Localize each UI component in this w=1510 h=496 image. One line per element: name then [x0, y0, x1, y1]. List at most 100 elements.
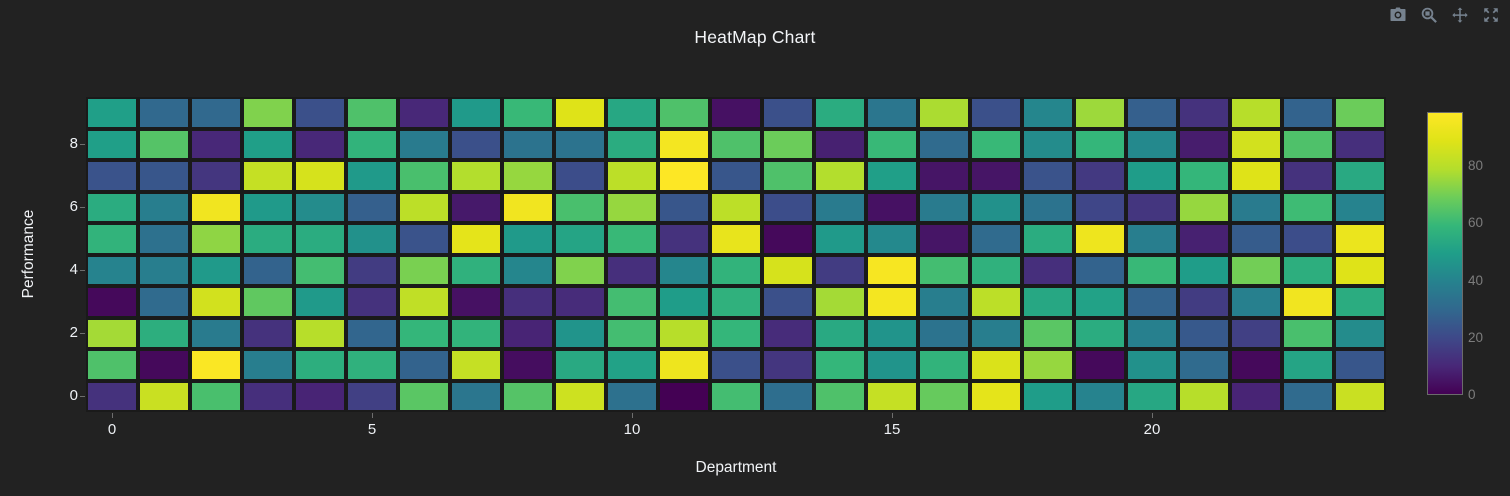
heatmap-cell[interactable]: [712, 382, 760, 410]
heatmap-cell[interactable]: [88, 225, 136, 253]
heatmap-cell[interactable]: [972, 225, 1020, 253]
zoom-button[interactable]: [1416, 4, 1442, 26]
heatmap-cell[interactable]: [972, 130, 1020, 158]
heatmap-cell[interactable]: [1232, 130, 1280, 158]
heatmap-cell[interactable]: [1336, 225, 1384, 253]
heatmap-cell[interactable]: [88, 382, 136, 410]
heatmap-cell[interactable]: [712, 193, 760, 221]
heatmap-cell[interactable]: [296, 225, 344, 253]
heatmap-cell[interactable]: [608, 162, 656, 190]
heatmap-cell[interactable]: [764, 256, 812, 284]
heatmap-cell[interactable]: [868, 256, 916, 284]
heatmap-cell[interactable]: [920, 225, 968, 253]
heatmap-cell[interactable]: [140, 288, 188, 316]
heatmap-cell[interactable]: [140, 99, 188, 127]
heatmap-cell[interactable]: [1284, 130, 1332, 158]
heatmap-cell[interactable]: [244, 256, 292, 284]
heatmap-cell[interactable]: [400, 319, 448, 347]
heatmap-cell[interactable]: [1076, 162, 1124, 190]
heatmap-cell[interactable]: [1284, 225, 1332, 253]
heatmap-cell[interactable]: [608, 319, 656, 347]
heatmap-cell[interactable]: [920, 256, 968, 284]
heatmap-cell[interactable]: [1232, 256, 1280, 284]
heatmap-cell[interactable]: [1232, 288, 1280, 316]
heatmap-cell[interactable]: [348, 99, 396, 127]
heatmap-cell[interactable]: [1024, 99, 1072, 127]
heatmap-cell[interactable]: [972, 288, 1020, 316]
heatmap-cell[interactable]: [972, 193, 1020, 221]
heatmap-cell[interactable]: [140, 130, 188, 158]
heatmap-cell[interactable]: [244, 162, 292, 190]
heatmap-cell[interactable]: [608, 351, 656, 379]
heatmap-cell[interactable]: [1128, 162, 1176, 190]
heatmap-cell[interactable]: [244, 382, 292, 410]
heatmap-cell[interactable]: [556, 130, 604, 158]
heatmap-cell[interactable]: [452, 288, 500, 316]
heatmap-cell[interactable]: [1128, 193, 1176, 221]
heatmap-cell[interactable]: [88, 193, 136, 221]
heatmap-cell[interactable]: [192, 225, 240, 253]
heatmap-cell[interactable]: [1232, 351, 1280, 379]
heatmap-cell[interactable]: [868, 382, 916, 410]
heatmap-cell[interactable]: [1284, 162, 1332, 190]
heatmap-cell[interactable]: [972, 382, 1020, 410]
heatmap-cell[interactable]: [556, 382, 604, 410]
heatmap-cell[interactable]: [764, 351, 812, 379]
heatmap-cell[interactable]: [400, 351, 448, 379]
heatmap-cell[interactable]: [1128, 288, 1176, 316]
heatmap-cell[interactable]: [764, 193, 812, 221]
heatmap-cell[interactable]: [712, 225, 760, 253]
heatmap-cell[interactable]: [1336, 193, 1384, 221]
heatmap-cell[interactable]: [556, 225, 604, 253]
heatmap-cell[interactable]: [1284, 99, 1332, 127]
heatmap-cell[interactable]: [1128, 382, 1176, 410]
heatmap-cell[interactable]: [1180, 288, 1228, 316]
heatmap-cell[interactable]: [868, 99, 916, 127]
heatmap-cell[interactable]: [1180, 319, 1228, 347]
heatmap-cell[interactable]: [244, 99, 292, 127]
heatmap-cell[interactable]: [88, 99, 136, 127]
heatmap-cell[interactable]: [816, 162, 864, 190]
pan-button[interactable]: [1447, 4, 1473, 26]
heatmap-cell[interactable]: [660, 351, 708, 379]
heatmap-cell[interactable]: [192, 382, 240, 410]
heatmap-cell[interactable]: [868, 319, 916, 347]
heatmap-cell[interactable]: [764, 162, 812, 190]
heatmap-cell[interactable]: [1128, 319, 1176, 347]
heatmap-cell[interactable]: [1024, 288, 1072, 316]
heatmap-cell[interactable]: [556, 99, 604, 127]
heatmap-cell[interactable]: [296, 162, 344, 190]
heatmap-cell[interactable]: [920, 382, 968, 410]
heatmap-cell[interactable]: [972, 256, 1020, 284]
heatmap-cell[interactable]: [868, 193, 916, 221]
heatmap-cell[interactable]: [296, 256, 344, 284]
heatmap-cell[interactable]: [452, 225, 500, 253]
heatmap-cell[interactable]: [1180, 193, 1228, 221]
heatmap-cell[interactable]: [1336, 382, 1384, 410]
heatmap-cell[interactable]: [1180, 162, 1228, 190]
heatmap-cell[interactable]: [192, 193, 240, 221]
heatmap-cell[interactable]: [1076, 288, 1124, 316]
heatmap-cell[interactable]: [556, 288, 604, 316]
heatmap-cell[interactable]: [660, 288, 708, 316]
heatmap-cell[interactable]: [504, 256, 552, 284]
heatmap-cell[interactable]: [1180, 382, 1228, 410]
heatmap-cell[interactable]: [660, 130, 708, 158]
heatmap-cell[interactable]: [920, 288, 968, 316]
heatmap-cell[interactable]: [868, 162, 916, 190]
heatmap-cell[interactable]: [868, 225, 916, 253]
heatmap-cell[interactable]: [1232, 225, 1280, 253]
heatmap-cell[interactable]: [296, 351, 344, 379]
heatmap-cell[interactable]: [660, 256, 708, 284]
heatmap-cell[interactable]: [972, 351, 1020, 379]
heatmap-cell[interactable]: [1128, 351, 1176, 379]
camera-button[interactable]: [1385, 4, 1411, 26]
heatmap-cell[interactable]: [504, 288, 552, 316]
heatmap-cell[interactable]: [1336, 99, 1384, 127]
heatmap-cell[interactable]: [348, 193, 396, 221]
heatmap-cell[interactable]: [920, 193, 968, 221]
heatmap-cell[interactable]: [972, 99, 1020, 127]
heatmap-cell[interactable]: [556, 162, 604, 190]
heatmap-cell[interactable]: [556, 351, 604, 379]
heatmap-cell[interactable]: [1076, 319, 1124, 347]
